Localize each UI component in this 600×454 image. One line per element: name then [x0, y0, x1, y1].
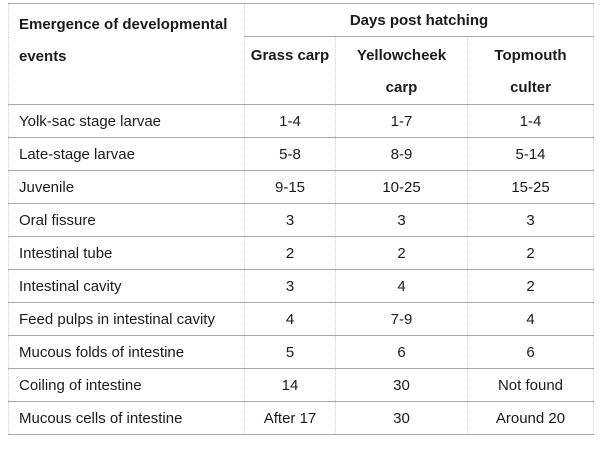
cell-grass-carp: 5 — [244, 335, 336, 369]
cell-grass-carp: 3 — [244, 203, 336, 237]
header-topmouth-line1: Topmouth — [494, 47, 567, 64]
cell-grass-carp: 2 — [244, 236, 336, 270]
cell-grass-carp: 1-4 — [244, 104, 336, 138]
header-cell-yellowcheek-carp: Yellowcheek carp — [335, 36, 468, 105]
cell-yellowcheek-carp: 2 — [335, 236, 468, 270]
cell-grass-carp: 5-8 — [244, 137, 336, 171]
row-label: Intestinal tube — [8, 236, 245, 270]
cell-grass-carp: 4 — [244, 302, 336, 336]
table-row-late-stage-larvae: Late-stage larvae 5-8 8-9 5-14 — [8, 137, 594, 171]
cell-topmouth-culter: 1-4 — [467, 104, 594, 138]
row-label: Mucous cells of intestine — [8, 401, 245, 435]
cell-yellowcheek-carp: 30 — [335, 401, 468, 435]
table-row-mucous-cells-of-intestine: Mucous cells of intestine After 17 30 Ar… — [8, 401, 594, 435]
row-label: Yolk-sac stage larvae — [8, 104, 245, 138]
header-row-species: Grass carp Yellowcheek carp Topmouth cul… — [9, 36, 594, 105]
header-events-line2: events — [19, 48, 67, 65]
row-label: Mucous folds of intestine — [8, 335, 245, 369]
row-label: Feed pulps in intestinal cavity — [8, 302, 245, 336]
header-yellowcheek-line1: Yellowcheek — [356, 47, 447, 64]
cell-topmouth-culter: Not found — [467, 368, 594, 402]
row-label: Late-stage larvae — [8, 137, 245, 171]
cell-grass-carp: 14 — [244, 368, 336, 402]
cell-yellowcheek-carp: 8-9 — [335, 137, 468, 171]
cell-yellowcheek-carp: 10-25 — [335, 170, 468, 204]
cell-grass-carp: After 17 — [244, 401, 336, 435]
table-row-intestinal-tube: Intestinal tube 2 2 2 — [8, 236, 594, 270]
header-cell-topmouth-culter: Topmouth culter — [467, 36, 594, 105]
developmental-events-table: Emergence of developmental events Days p… — [8, 3, 594, 435]
table-row-feed-pulps-in-intestinal-cavity: Feed pulps in intestinal cavity 4 7-9 4 — [8, 302, 594, 336]
cell-topmouth-culter: 15-25 — [467, 170, 594, 204]
cell-yellowcheek-carp: 7-9 — [335, 302, 468, 336]
cell-yellowcheek-carp: 3 — [335, 203, 468, 237]
header-row-group: Emergence of developmental events Days p… — [8, 3, 594, 105]
cell-yellowcheek-carp: 30 — [335, 368, 468, 402]
table-row-intestinal-cavity: Intestinal cavity 3 4 2 — [8, 269, 594, 303]
cell-topmouth-culter: 3 — [467, 203, 594, 237]
row-label: Juvenile — [8, 170, 245, 204]
table-row-juvenile: Juvenile 9-15 10-25 15-25 — [8, 170, 594, 204]
developmental-events-table-container: Emergence of developmental events Days p… — [8, 3, 594, 435]
cell-yellowcheek-carp: 4 — [335, 269, 468, 303]
cell-topmouth-culter: 2 — [467, 269, 594, 303]
header-events-line1: Emergence of developmental — [19, 16, 228, 33]
cell-yellowcheek-carp: 6 — [335, 335, 468, 369]
table-row-mucous-folds-of-intestine: Mucous folds of intestine 5 6 6 — [8, 335, 594, 369]
header-yellowcheek-line2: carp — [385, 79, 418, 96]
cell-yellowcheek-carp: 1-7 — [335, 104, 468, 138]
table-row-coiling-of-intestine: Coiling of intestine 14 30 Not found — [8, 368, 594, 402]
header-cell-grass-carp: Grass carp — [244, 36, 336, 105]
cell-topmouth-culter: 5-14 — [467, 137, 594, 171]
cell-grass-carp: 3 — [244, 269, 336, 303]
row-label: Intestinal cavity — [8, 269, 245, 303]
row-label: Coiling of intestine — [8, 368, 245, 402]
row-label: Oral fissure — [8, 203, 245, 237]
cell-grass-carp: 9-15 — [244, 170, 336, 204]
table-row-oral-fissure: Oral fissure 3 3 3 — [8, 203, 594, 237]
table-row-yolk-sac-stage-larvae: Yolk-sac stage larvae 1-4 1-7 1-4 — [8, 104, 594, 138]
cell-topmouth-culter: 4 — [467, 302, 594, 336]
header-topmouth-line2: culter — [510, 79, 551, 96]
cell-topmouth-culter: 6 — [467, 335, 594, 369]
cell-topmouth-culter: Around 20 — [467, 401, 594, 435]
header-cell-events: Emergence of developmental events — [8, 3, 245, 105]
cell-topmouth-culter: 2 — [467, 236, 594, 270]
header-cell-days-post-hatching: Days post hatching — [244, 3, 594, 37]
